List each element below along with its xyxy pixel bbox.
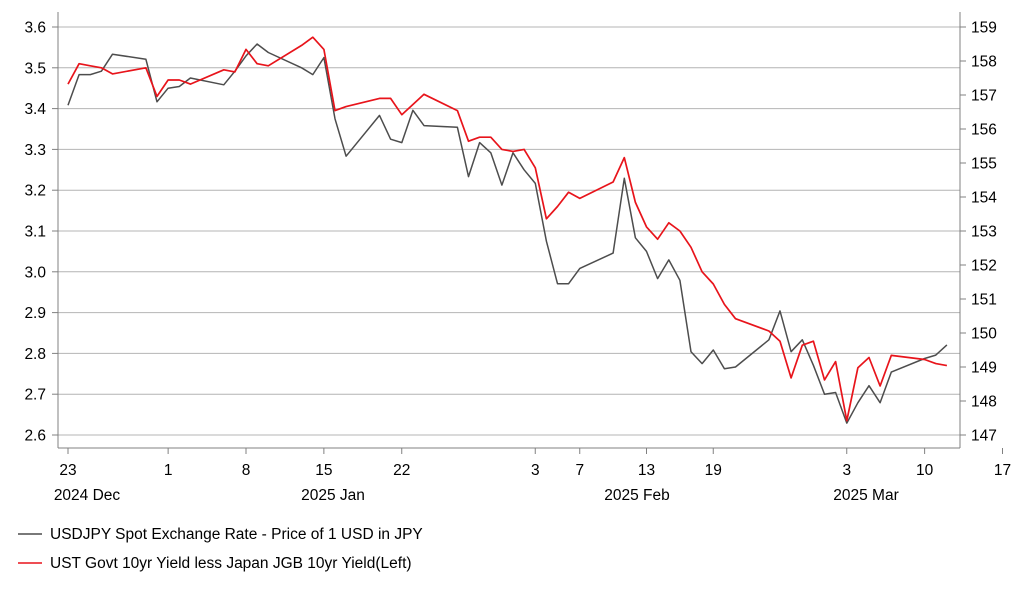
x-tick-label: 8: [242, 462, 251, 479]
x-period-label: 2025 Feb: [604, 487, 670, 504]
right-tick-label: 152: [971, 258, 997, 275]
legend: USDJPY Spot Exchange Rate - Price of 1 U…: [18, 526, 423, 572]
right-tick-label: 150: [971, 326, 997, 343]
x-period-label: 2025 Jan: [301, 487, 365, 504]
left-axis: 3.6 3.5 3.4 3.3 3.2 3.1 3.0 2.9 2.8 2.7 2.6: [24, 20, 58, 445]
left-tick-label: 3.2: [24, 183, 46, 200]
right-tick-label: 149: [971, 360, 997, 377]
gridlines: [57, 12, 961, 449]
left-tick-label: 2.7: [24, 387, 46, 404]
x-tick-label: 3: [531, 462, 540, 479]
right-tick-label: 158: [971, 54, 997, 71]
left-tick-label: 3.1: [24, 224, 46, 241]
right-tick-label: 154: [971, 190, 997, 207]
left-tick-label: 3.4: [24, 101, 46, 118]
x-period-label: 2025 Mar: [833, 487, 898, 504]
right-axis: 159 158 157 156 155 154 153 152 151 150 149 148 147: [960, 20, 997, 445]
x-tick-label: 23: [59, 462, 76, 479]
x-tick-label: 13: [638, 462, 655, 479]
right-tick-label: 153: [971, 224, 997, 241]
x-axis: 23 1 8 15 22 3 7 13 19 3 10 17 2024 Dec 2025 Jan 2025 …: [54, 448, 1011, 504]
left-tick-label: 3.5: [24, 60, 46, 77]
left-tick-label: 2.6: [24, 428, 46, 445]
right-tick-label: 156: [971, 122, 997, 139]
x-tick-label: 3: [842, 462, 851, 479]
left-tick-label: 3.0: [24, 264, 46, 281]
x-tick-label: 19: [705, 462, 722, 479]
x-tick-label: 7: [575, 462, 584, 479]
x-period-label: 2024 Dec: [54, 487, 121, 504]
right-tick-label: 157: [971, 88, 997, 105]
x-tick-label: 1: [164, 462, 173, 479]
left-tick-label: 3.3: [24, 142, 46, 159]
right-tick-label: 151: [971, 292, 997, 309]
right-tick-label: 155: [971, 156, 997, 173]
right-tick-label: 159: [971, 20, 997, 37]
series-line-yield-spread: [67, 36, 948, 422]
series-lines: [67, 36, 948, 424]
left-tick-label: 3.6: [24, 20, 46, 37]
x-tick-label: 10: [916, 462, 934, 479]
x-tick-label: 22: [393, 462, 410, 479]
x-tick-label: 15: [315, 462, 332, 479]
x-tick-label: 17: [994, 462, 1011, 479]
series-line-usdjpy: [67, 43, 948, 424]
legend-label-yield-spread: UST Govt 10yr Yield less Japan JGB 10yr …: [50, 555, 412, 572]
left-tick-label: 2.9: [24, 305, 46, 322]
legend-label-usdjpy: USDJPY Spot Exchange Rate - Price of 1 U…: [50, 526, 423, 543]
right-tick-label: 147: [971, 428, 997, 445]
right-tick-label: 148: [971, 394, 997, 411]
left-tick-label: 2.8: [24, 346, 46, 363]
